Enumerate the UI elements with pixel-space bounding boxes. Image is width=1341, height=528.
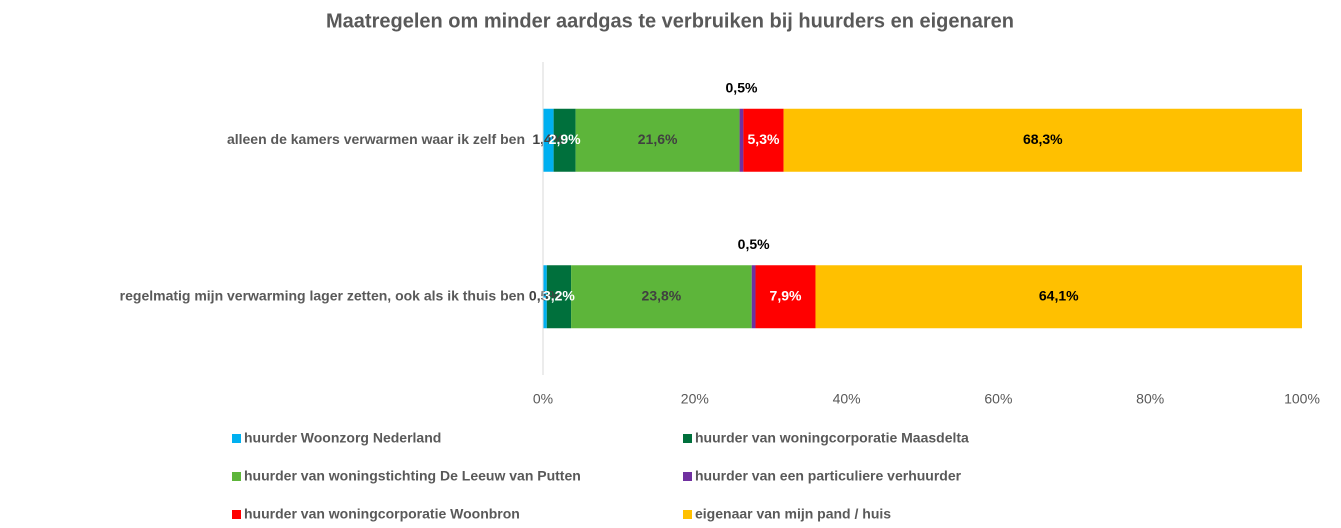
legend-swatch	[232, 434, 241, 443]
x-tick-label: 80%	[1136, 391, 1164, 407]
x-tick-label: 40%	[833, 391, 861, 407]
y-tick-label: regelmatig mijn verwarming lager zetten,…	[120, 287, 525, 303]
bar-segment	[543, 108, 554, 172]
legend-swatch	[232, 510, 241, 519]
data-label: 0,5%	[529, 287, 561, 303]
legend-label: huurder Woonzorg Nederland	[244, 430, 441, 446]
bar-segment	[815, 265, 1302, 329]
bar-segment	[553, 108, 576, 172]
x-tick-label: 100%	[1284, 391, 1320, 407]
data-label: 68,3%	[1023, 131, 1063, 147]
chart-title: Maatregelen om minder aardgas te verbrui…	[326, 10, 1014, 32]
bar-segment	[751, 265, 756, 329]
bar-segment	[546, 265, 572, 329]
legend-label: eigenaar van mijn pand / huis	[695, 506, 891, 522]
legend-label: huurder van woningcorporatie Woonbron	[244, 506, 520, 522]
legend-label: huurder van een particuliere verhuurder	[695, 468, 962, 484]
legend-swatch	[683, 510, 692, 519]
data-label: 0,5%	[738, 236, 770, 252]
bar-segment	[783, 108, 1302, 172]
bar-segment	[739, 108, 744, 172]
legend-label: huurder van woningstichting De Leeuw van…	[244, 468, 581, 484]
bar-segment	[543, 265, 547, 329]
x-tick-label: 60%	[984, 391, 1012, 407]
y-tick-label: alleen de kamers verwarmen waar ik zelf …	[227, 131, 525, 147]
bar-segment	[575, 108, 740, 172]
legend-swatch	[683, 434, 692, 443]
data-label: 0,5%	[726, 79, 758, 95]
data-label: 1,4%	[532, 131, 564, 147]
data-label: 2,9%	[549, 131, 581, 147]
x-tick-label: 20%	[681, 391, 709, 407]
bar-segment	[743, 108, 784, 172]
x-tick-label: 0%	[533, 391, 553, 407]
data-label: 3,2%	[543, 287, 575, 303]
data-label: 23,8%	[642, 287, 682, 303]
legend-swatch	[232, 472, 241, 481]
data-label: 21,6%	[638, 131, 678, 147]
data-label: 7,9%	[770, 287, 802, 303]
bar-segment	[755, 265, 816, 329]
legend-label: huurder van woningcorporatie Maasdelta	[695, 430, 969, 446]
bar-segment	[571, 265, 752, 329]
data-label: 5,3%	[748, 131, 780, 147]
legend-swatch	[683, 472, 692, 481]
data-label: 64,1%	[1039, 287, 1079, 303]
